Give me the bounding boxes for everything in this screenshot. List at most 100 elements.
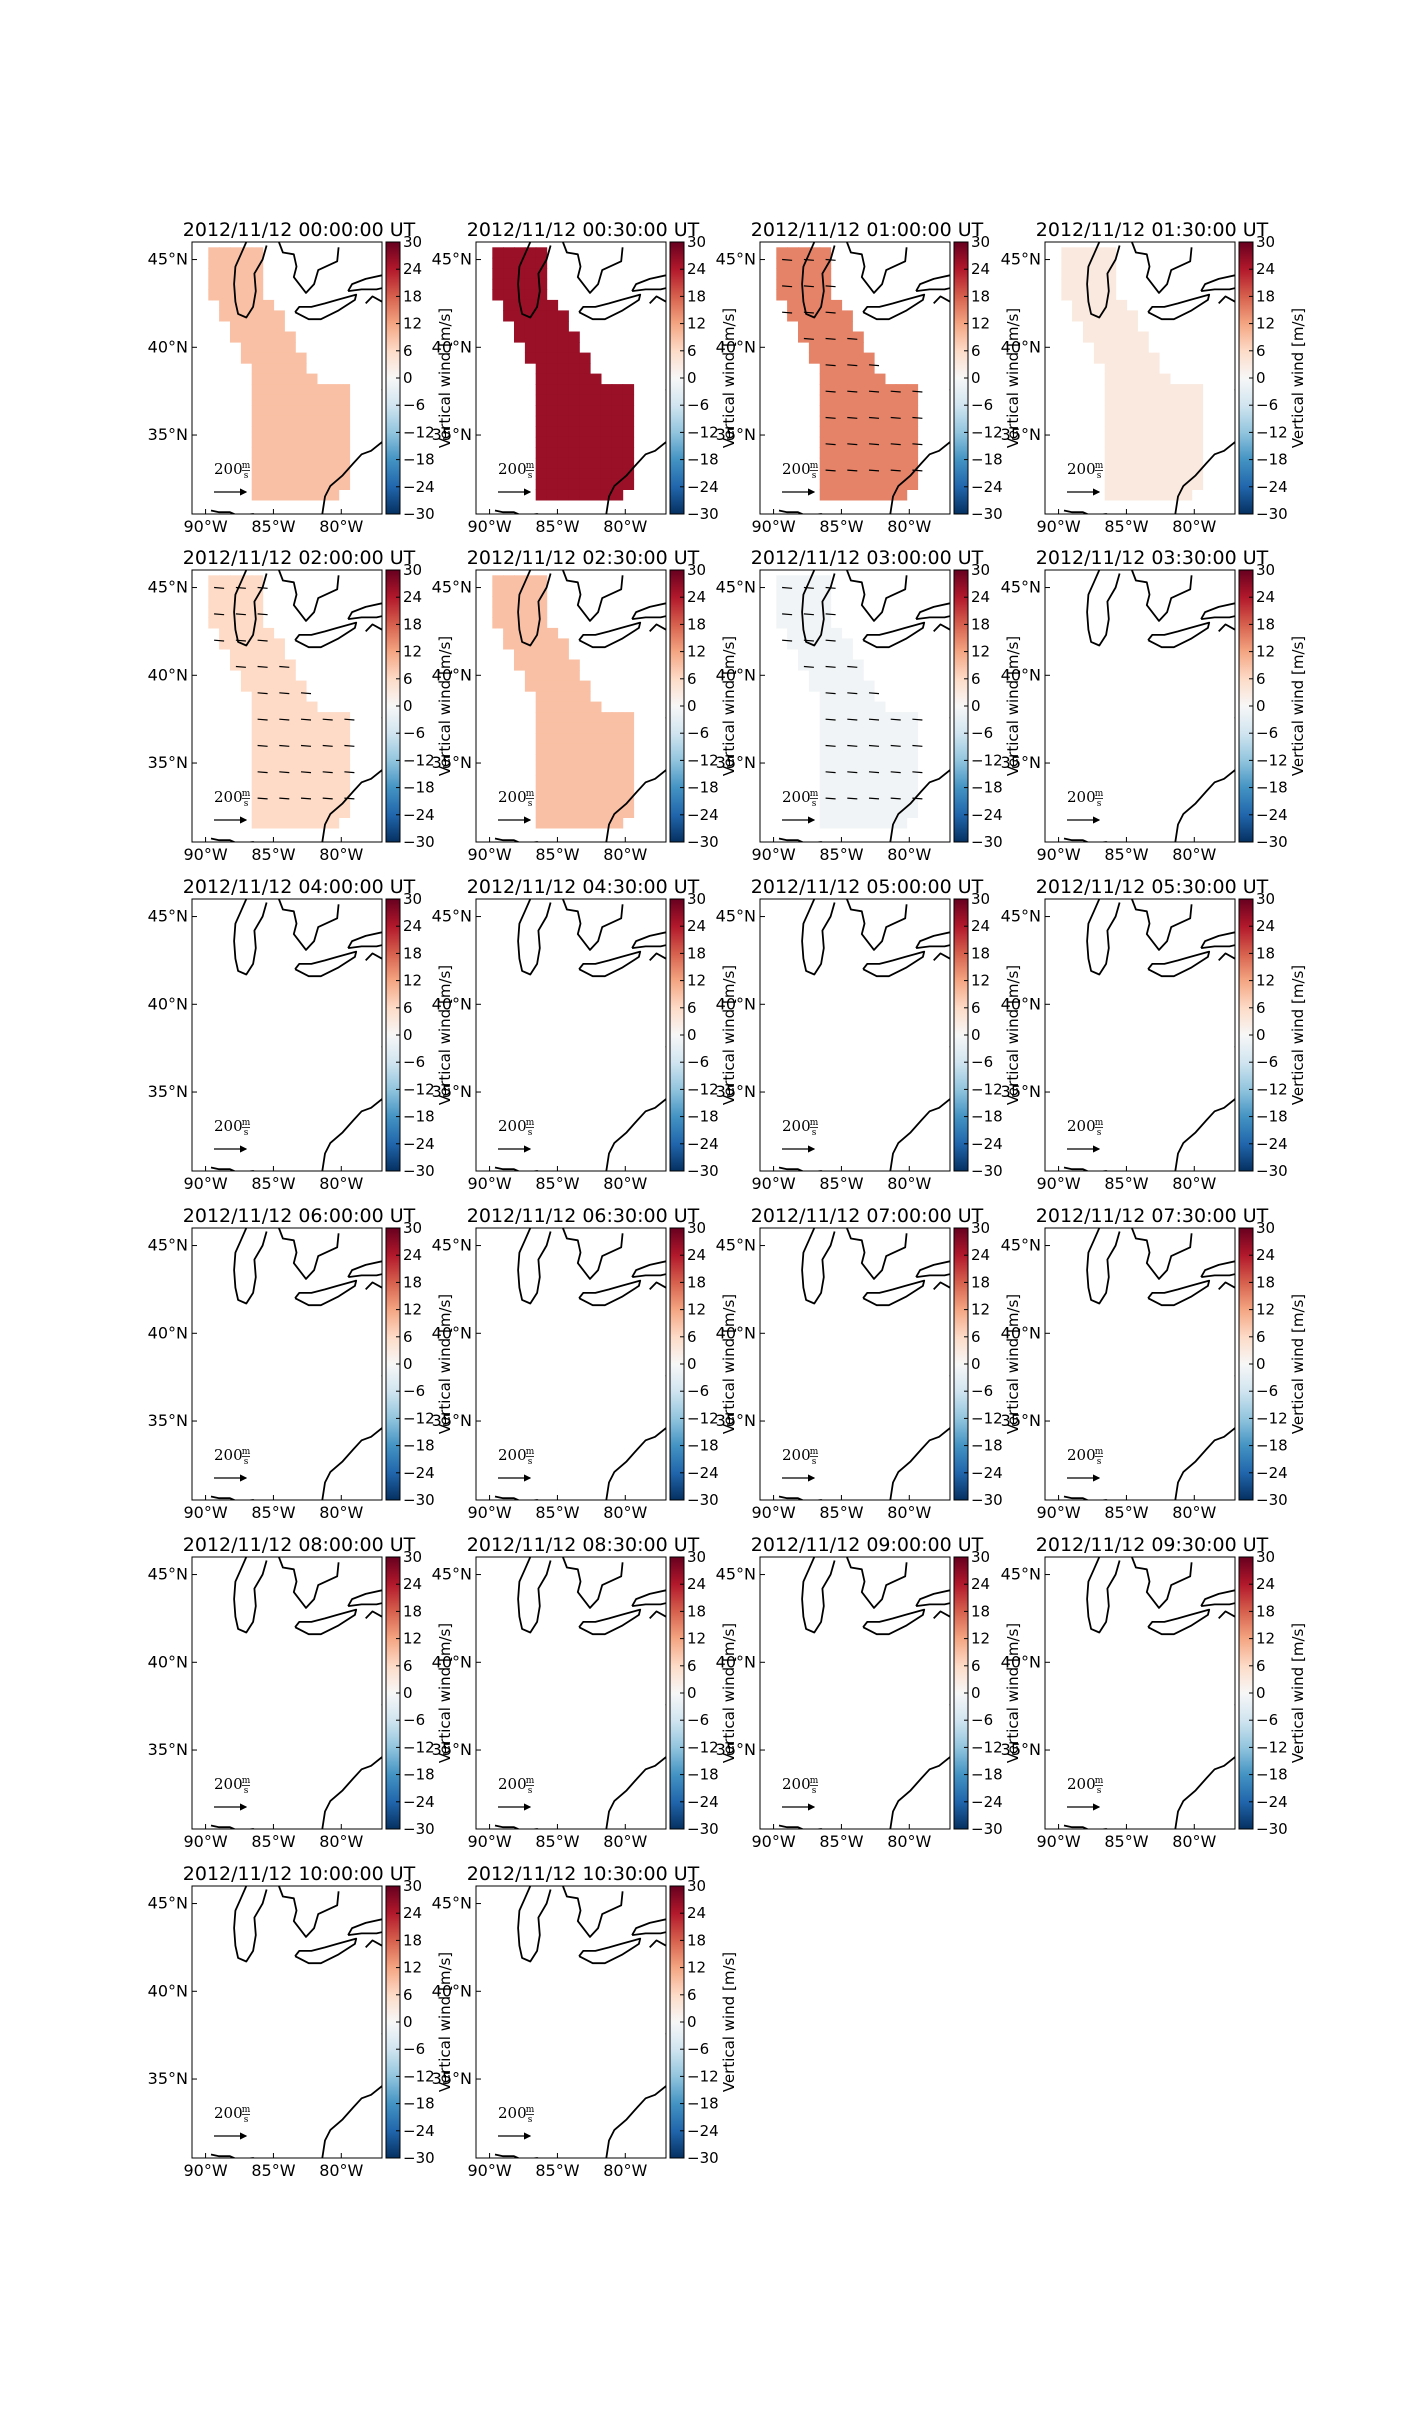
coastline xyxy=(1200,602,1235,620)
heatmap-cell xyxy=(819,722,832,734)
wind-vector xyxy=(214,613,225,616)
coastline xyxy=(233,242,268,319)
heatmap-cell xyxy=(535,733,548,745)
colorbar-tick-label: 6 xyxy=(403,342,413,360)
wind-vector xyxy=(825,390,836,393)
panel-frame xyxy=(1044,1556,1236,1830)
panel-title: 2012/11/12 04:30:00 UT xyxy=(467,876,700,898)
lat-tick-label: 45°N xyxy=(716,1565,756,1584)
heatmap-cell xyxy=(622,394,635,406)
lat-tick-label: 40°N xyxy=(1001,1652,1041,1671)
heatmap-cell xyxy=(1148,426,1160,438)
colorbar-tick-label: 0 xyxy=(403,2013,413,2031)
lat-tick-label: 45°N xyxy=(432,1236,472,1255)
heatmap-cell xyxy=(251,268,264,280)
scale-unit-num: m xyxy=(242,1447,251,1457)
heatmap-cell xyxy=(830,405,843,417)
heatmap-cell xyxy=(579,701,591,713)
heatmap-cell xyxy=(776,289,788,301)
heatmap-cell xyxy=(808,659,821,671)
heatmap-cell xyxy=(1115,384,1128,396)
heatmap-cell xyxy=(1093,247,1106,259)
heatmap-cell xyxy=(841,447,853,459)
heatmap-cell xyxy=(830,638,843,650)
colorbar-tick-label: 6 xyxy=(403,1657,413,1675)
heatmap-cell xyxy=(262,638,275,650)
heatmap-cell xyxy=(503,247,515,259)
wind-vector xyxy=(847,337,858,340)
heatmap-cell xyxy=(251,585,264,597)
heatmap-cell xyxy=(841,754,853,766)
heatmap-cell xyxy=(240,299,253,311)
heatmap-cell xyxy=(852,373,864,385)
heatmap-cell xyxy=(863,373,875,385)
panel-title: 2012/11/12 05:30:00 UT xyxy=(1036,876,1269,898)
scale-unit-num: m xyxy=(526,1447,535,1457)
panel-frame xyxy=(475,569,667,843)
heatmap-cell xyxy=(284,754,296,766)
coastline xyxy=(649,1939,666,1949)
heatmap-cell xyxy=(841,775,853,787)
heatmap-cell xyxy=(622,775,635,787)
colorbar-tick-label: −12 xyxy=(971,1409,1003,1427)
lon-tick-label: 85°W xyxy=(819,517,863,536)
wind-vector xyxy=(825,258,836,261)
heatmap-cell xyxy=(327,384,340,396)
coastline xyxy=(889,1046,950,1171)
heatmap-cell xyxy=(251,817,264,829)
heatmap-cell xyxy=(808,331,821,343)
heatmap-cell xyxy=(535,659,548,671)
heatmap-cell xyxy=(535,405,548,417)
colorbar-tick-label: 6 xyxy=(1256,1657,1266,1675)
heatmap-cell xyxy=(1180,457,1193,469)
colorbar-tick-label: 12 xyxy=(1256,1301,1275,1319)
colorbar-tick-label: 30 xyxy=(1256,1548,1275,1566)
scale-value: 200 xyxy=(1067,788,1096,806)
colorbar-tick-label: −12 xyxy=(403,1080,435,1098)
heatmap-cell xyxy=(284,373,296,385)
heatmap-cell xyxy=(819,806,832,818)
heatmap-cell xyxy=(819,426,832,438)
heatmap-cell xyxy=(230,659,242,671)
heatmap-cell xyxy=(208,606,220,618)
heatmap-cell xyxy=(316,722,329,734)
heatmap-cell xyxy=(819,659,832,671)
wind-vector xyxy=(912,718,923,721)
colorbar-tick-label: 12 xyxy=(687,315,706,333)
heatmap-cell xyxy=(557,489,569,501)
heatmap-cell xyxy=(600,796,613,808)
heatmap-cell xyxy=(262,722,275,734)
heatmap-cell xyxy=(230,575,242,587)
heatmap-cell xyxy=(503,627,515,639)
heatmap-cell xyxy=(1083,310,1095,322)
heatmap-cell xyxy=(568,384,580,396)
heatmap-cell xyxy=(819,384,832,396)
colorbar-tick-label: −24 xyxy=(1256,1135,1288,1153)
heatmap-cell xyxy=(251,701,264,713)
heatmap-cell xyxy=(557,405,569,417)
coastline xyxy=(210,2153,256,2158)
heatmap-cell xyxy=(611,712,624,724)
lon-tick-label: 85°W xyxy=(251,845,295,864)
wind-vector xyxy=(912,744,923,747)
panel-title: 2012/11/12 02:30:00 UT xyxy=(467,547,700,569)
colorbar-tick-label: 30 xyxy=(403,233,422,251)
scale-unit-num: m xyxy=(526,1776,535,1786)
heatmap-cell xyxy=(535,722,548,734)
heatmap-cell xyxy=(273,796,285,808)
heatmap-cell xyxy=(568,722,580,734)
coastlines xyxy=(210,899,382,1171)
heatmap-cell xyxy=(240,342,253,354)
heatmap-cell xyxy=(557,680,569,692)
colorbar-tick-label: 24 xyxy=(403,1575,422,1593)
heatmap-cell xyxy=(819,247,832,259)
wind-vector xyxy=(868,771,880,774)
colorbar-tick-label: −24 xyxy=(971,1135,1003,1153)
heatmap-cell xyxy=(262,394,275,406)
lon-tick-label: 90°W xyxy=(467,1503,511,1522)
coastline xyxy=(365,1281,382,1291)
colorbar-tick-label: 12 xyxy=(1256,643,1275,661)
heatmap-cell xyxy=(884,775,897,787)
